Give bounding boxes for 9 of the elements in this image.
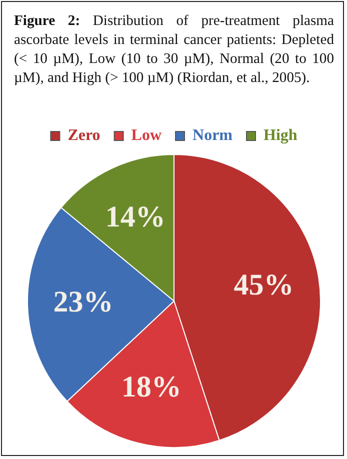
data-label: 14%: [105, 200, 166, 234]
data-label: 18%: [121, 370, 182, 404]
data-label: 23%: [53, 286, 114, 319]
legend-label: Norm: [192, 127, 234, 144]
legend-label: Low: [131, 127, 162, 144]
legend-label: High: [264, 127, 298, 144]
data-label: 45%: [234, 268, 294, 302]
legend-label: Zero: [68, 127, 100, 144]
chart-title: Figure 2: Distribution of pre-treatment plasma ascorbate levels in terminal cancer patients: Depleted (< 10 µM), Low (10 to 30 µM), Normal (20 to 100 µM), and High (> 100 µM) (Riordan, et al., 2005).: [14, 12, 334, 88]
